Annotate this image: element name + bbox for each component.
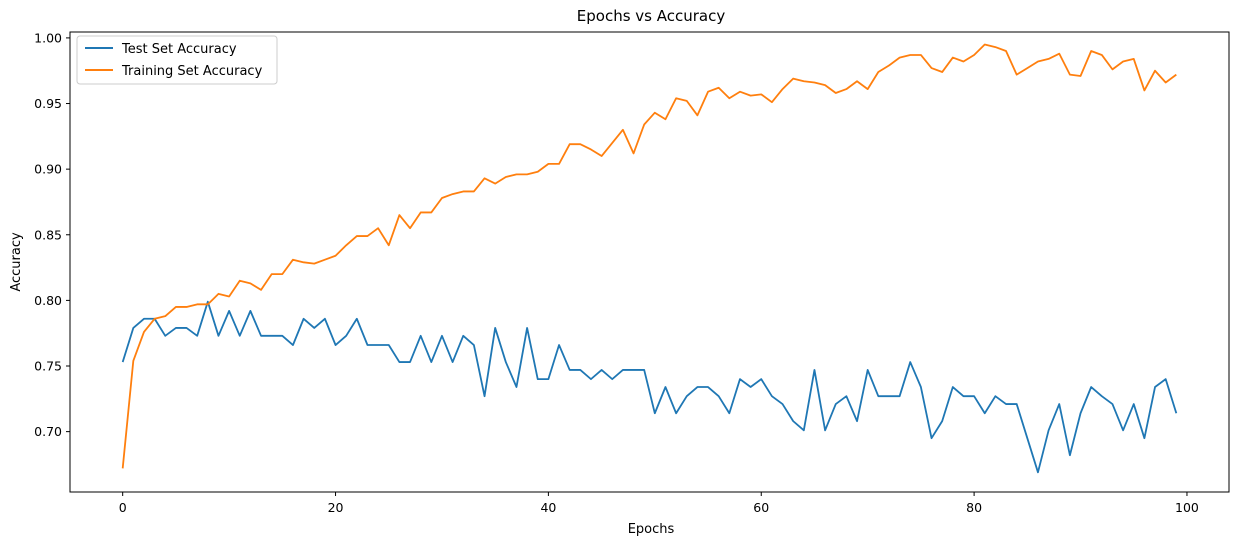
y-tick-label: 0.95: [34, 96, 62, 111]
x-tick-label: 20: [328, 500, 344, 515]
y-axis: 0.70 0.75 0.80 0.85 0.90 0.95 1.00: [34, 30, 70, 439]
y-tick-label: 0.90: [34, 162, 62, 177]
x-tick-label: 100: [1175, 500, 1199, 515]
y-axis-label: Accuracy: [9, 232, 24, 292]
chart-title: Epochs vs Accuracy: [577, 7, 726, 25]
x-tick-label: 80: [966, 500, 982, 515]
y-tick-label: 1.00: [34, 30, 62, 45]
test-accuracy-line: [121, 300, 1178, 474]
x-tick-label: 40: [540, 500, 556, 515]
y-tick-label: 0.85: [34, 227, 62, 242]
legend: Test Set Accuracy Training Set Accuracy: [76, 35, 278, 85]
legend-label-training: Training Set Accuracy: [121, 64, 263, 79]
y-tick-label: 0.75: [34, 359, 62, 374]
x-tick-label: 0: [119, 500, 127, 515]
x-axis: 0 20 40 60 80 100: [119, 492, 1199, 515]
legend-label-test: Test Set Accuracy: [121, 42, 237, 57]
training-accuracy-line: [121, 43, 1177, 469]
x-axis-label: Epochs: [628, 522, 675, 537]
x-tick-label: 60: [753, 500, 769, 515]
y-tick-label: 0.70: [34, 424, 62, 439]
legend-box: [76, 35, 278, 85]
series-layer: [121, 43, 1178, 474]
plot-frame: [69, 31, 1230, 493]
y-tick-label: 0.80: [34, 293, 62, 308]
